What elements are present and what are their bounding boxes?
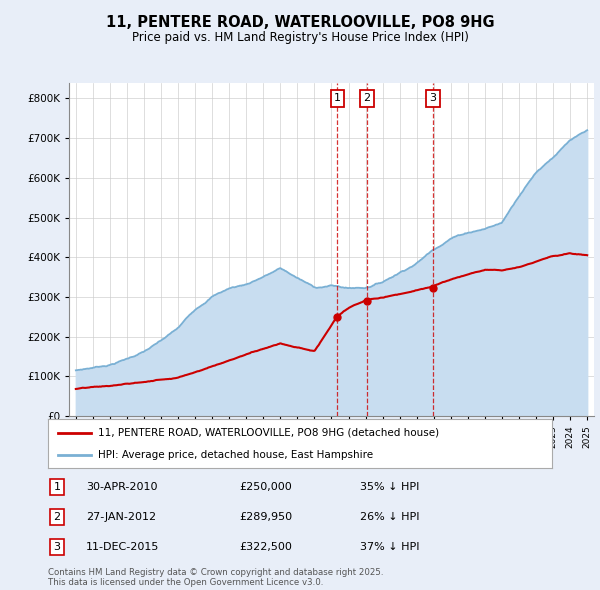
Text: 11, PENTERE ROAD, WATERLOOVILLE, PO8 9HG: 11, PENTERE ROAD, WATERLOOVILLE, PO8 9HG (106, 15, 494, 30)
Text: 26% ↓ HPI: 26% ↓ HPI (361, 512, 420, 522)
Text: 3: 3 (53, 542, 61, 552)
Text: 1: 1 (53, 482, 61, 492)
Text: Price paid vs. HM Land Registry's House Price Index (HPI): Price paid vs. HM Land Registry's House … (131, 31, 469, 44)
Text: £289,950: £289,950 (239, 512, 293, 522)
Text: £322,500: £322,500 (239, 542, 292, 552)
Text: Contains HM Land Registry data © Crown copyright and database right 2025.
This d: Contains HM Land Registry data © Crown c… (48, 568, 383, 587)
Text: 2: 2 (53, 512, 61, 522)
Text: 2: 2 (364, 93, 371, 103)
Text: 3: 3 (430, 93, 436, 103)
Text: 1: 1 (334, 93, 341, 103)
Text: 30-APR-2010: 30-APR-2010 (86, 482, 157, 492)
Text: 35% ↓ HPI: 35% ↓ HPI (361, 482, 420, 492)
Text: £250,000: £250,000 (239, 482, 292, 492)
Text: HPI: Average price, detached house, East Hampshire: HPI: Average price, detached house, East… (98, 450, 374, 460)
Text: 11, PENTERE ROAD, WATERLOOVILLE, PO8 9HG (detached house): 11, PENTERE ROAD, WATERLOOVILLE, PO8 9HG… (98, 428, 440, 438)
Text: 11-DEC-2015: 11-DEC-2015 (86, 542, 159, 552)
Text: 37% ↓ HPI: 37% ↓ HPI (361, 542, 420, 552)
Text: 27-JAN-2012: 27-JAN-2012 (86, 512, 156, 522)
